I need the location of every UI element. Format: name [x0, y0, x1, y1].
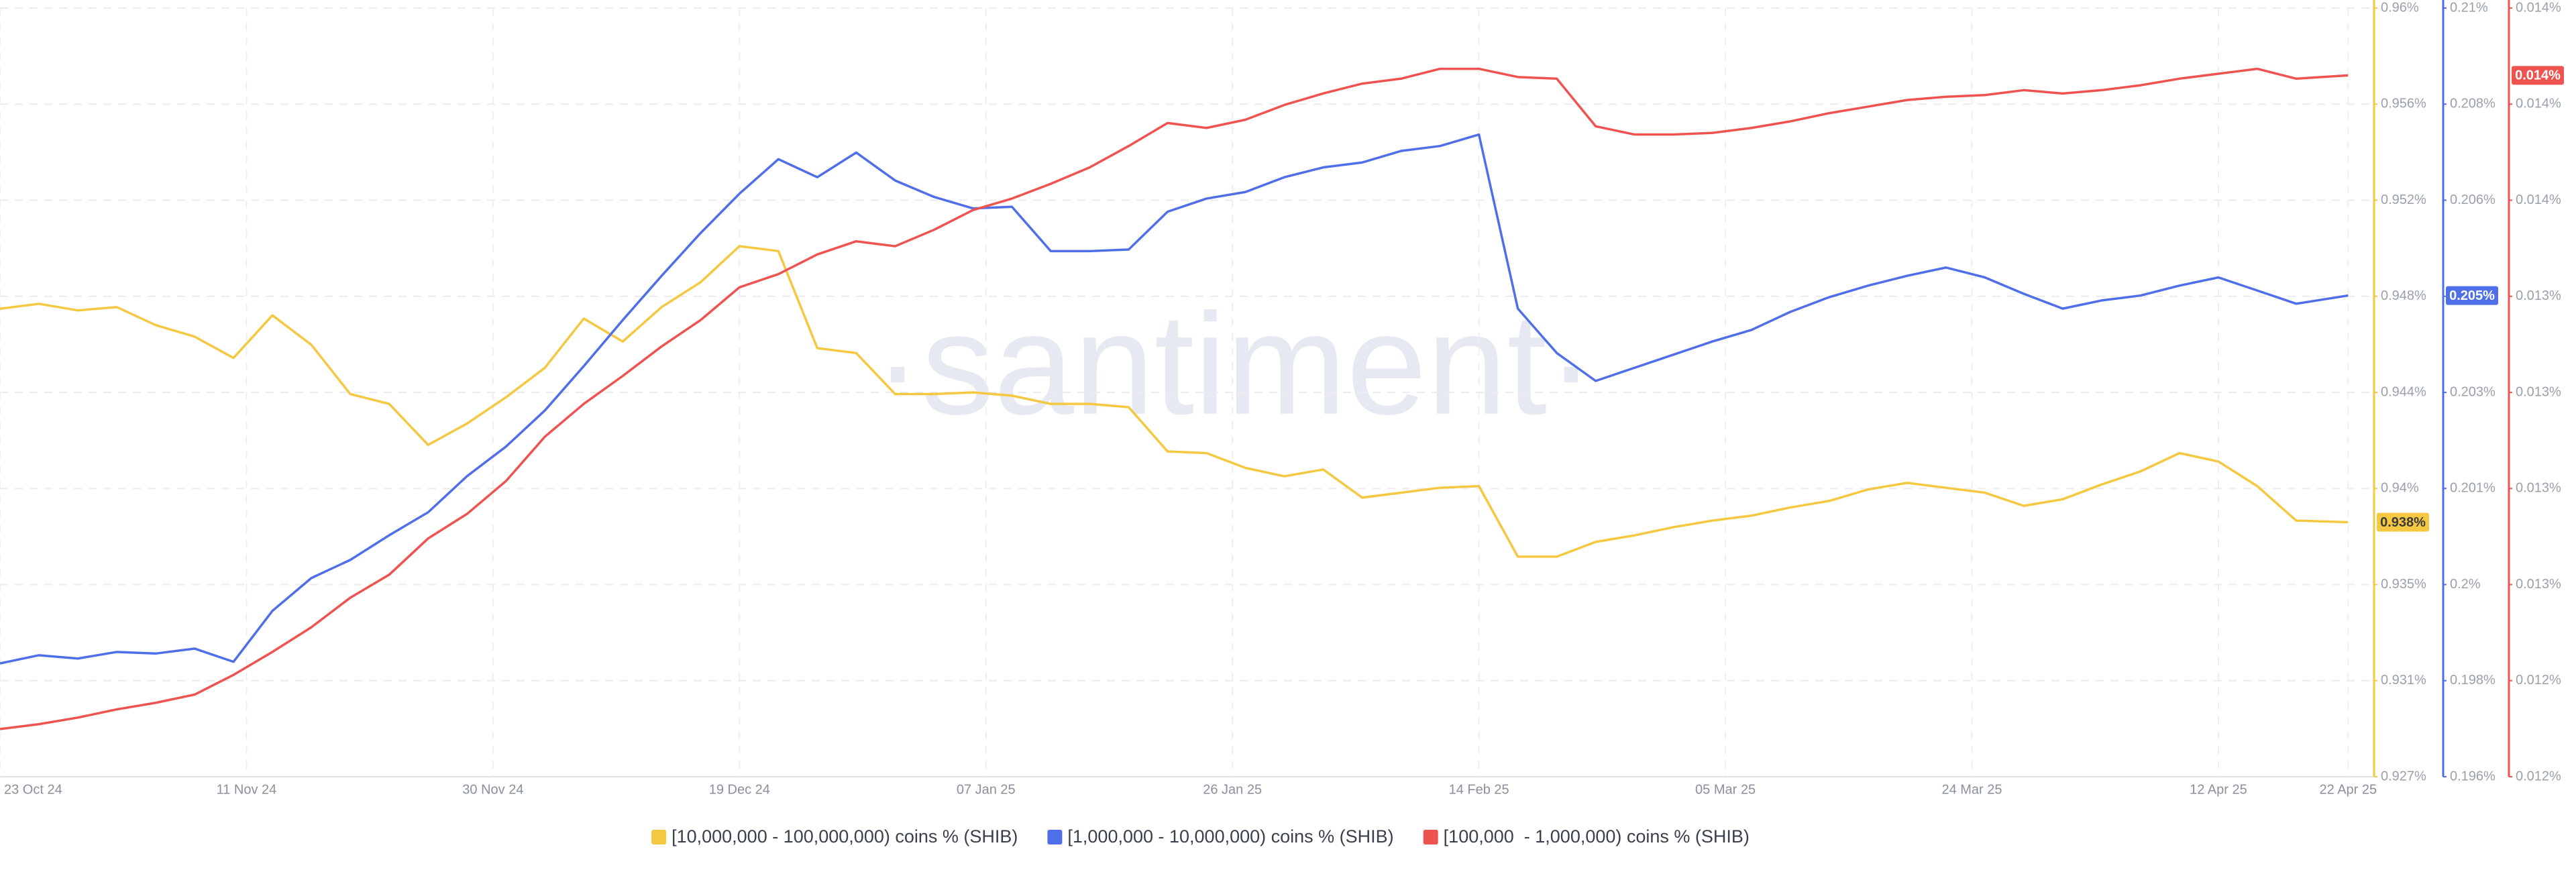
legend-label: [10,000,000 - 100,000,000) coins % (SHIB… [672, 826, 1018, 847]
x-tick-label: 23 Oct 24 [4, 782, 62, 797]
x-tick-label: 24 Mar 25 [1941, 782, 2002, 797]
value-badge [2446, 286, 2498, 305]
y-tick-label: 0.014% [2516, 0, 2561, 15]
y-tick-label: 0.198% [2450, 673, 2496, 688]
series-line [0, 245, 2349, 558]
legend-label: [1,000,000 - 10,000,000) coins % (SHIB) [1067, 826, 1393, 847]
y-tick-label: 0.012% [2516, 769, 2561, 783]
series-line [0, 67, 2349, 730]
y-tick-label: 0.196% [2450, 769, 2496, 783]
y-tick-label: 0.2% [2450, 577, 2481, 592]
x-tick-label: 22 Apr 25 [2320, 782, 2377, 797]
y-tick-label: 0.013% [2516, 288, 2561, 303]
y-tick-label: 0.013% [2516, 577, 2561, 592]
legend: [10,000,000 - 100,000,000) coins % (SHIB… [651, 826, 1750, 847]
y-tick-label: 0.014% [2516, 97, 2561, 111]
y-tick-label: 0.94% [2381, 481, 2419, 496]
x-tick-label: 05 Mar 25 [1695, 782, 1756, 797]
y-tick-label: 0.952% [2381, 193, 2426, 207]
legend-swatch [651, 830, 667, 844]
y-tick-label: 0.927% [2381, 769, 2426, 783]
legend-swatch [1047, 830, 1063, 844]
y-tick-label: 0.013% [2516, 481, 2561, 496]
y-tick-label: 0.208% [2450, 97, 2496, 111]
y-tick-label: 0.012% [2516, 673, 2561, 688]
value-badge-label: 0.938% [2380, 515, 2426, 530]
y-tick-label: 0.014% [2516, 193, 2561, 207]
legend-swatch [1423, 830, 1438, 844]
y-tick-label: 0.013% [2516, 384, 2561, 399]
y-tick-label: 0.201% [2450, 481, 2496, 496]
x-tick-label: 19 Dec 24 [709, 782, 770, 797]
value-badge-label: 0.014% [2515, 68, 2561, 83]
x-tick-label: 12 Apr 25 [2190, 782, 2247, 797]
value-badge [2512, 66, 2564, 85]
x-tick-label: 30 Nov 24 [462, 782, 523, 797]
watermark: ·santiment· [873, 283, 1595, 445]
series-line [0, 133, 2349, 665]
value-badge-label: 0.205% [2449, 288, 2495, 303]
y-tick-label: 0.206% [2450, 193, 2496, 207]
y-tick-label: 0.948% [2381, 288, 2426, 303]
y-tick-label: 0.96% [2381, 0, 2419, 15]
x-tick-label: 07 Jan 25 [957, 782, 1016, 797]
x-tick-label: 11 Nov 24 [217, 782, 277, 797]
y-tick-label: 0.935% [2381, 577, 2426, 592]
legend-label: [100,000 - 1,000,000) coins % (SHIB) [1444, 826, 1750, 847]
value-badge [2377, 512, 2429, 532]
y-tick-label: 0.203% [2450, 384, 2496, 399]
y-tick-label: 0.956% [2381, 97, 2426, 111]
y-tick-label: 0.931% [2381, 673, 2426, 688]
y-tick-label: 0.21% [2450, 0, 2488, 15]
x-tick-label: 14 Feb 25 [1449, 782, 1509, 797]
y-tick-label: 0.944% [2381, 384, 2426, 399]
x-tick-label: 26 Jan 25 [1203, 782, 1262, 797]
